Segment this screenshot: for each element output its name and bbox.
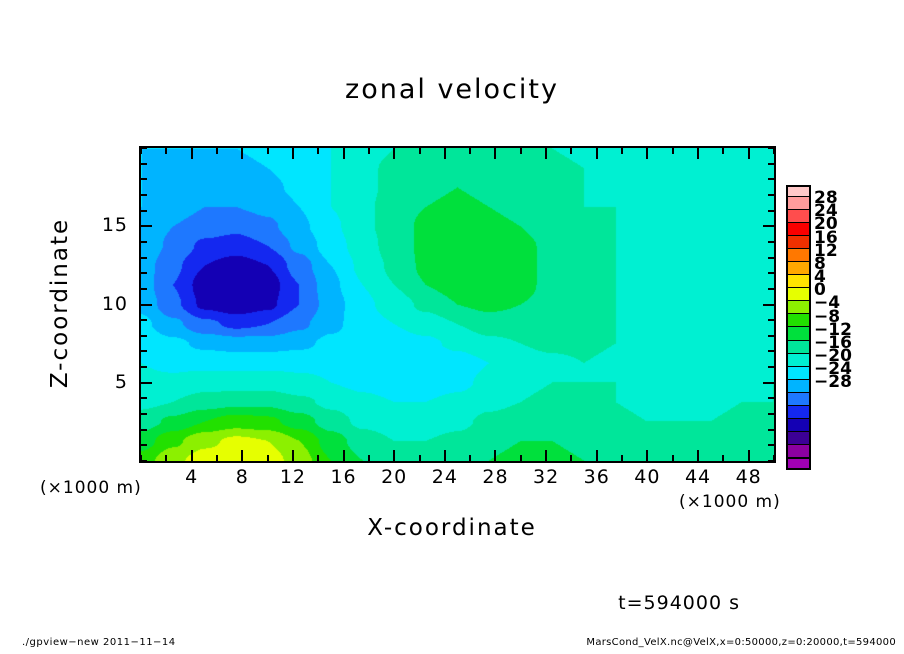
colorbar-band — [788, 210, 809, 224]
colorbar-tick-label: 4 — [814, 267, 826, 288]
colorbar-band — [788, 366, 809, 380]
footer-command-label: ./gpview−new 2011−11−14 — [22, 637, 176, 648]
colorbar — [786, 185, 811, 470]
colorbar-band — [788, 314, 809, 328]
y-axis-units-label: (×1000 m) — [40, 478, 142, 498]
x-tick-label: 16 — [330, 466, 357, 488]
x-tick-label: 24 — [431, 466, 458, 488]
colorbar-band — [788, 236, 809, 250]
x-tick-label: 28 — [482, 466, 509, 488]
colorbar-band — [788, 327, 809, 341]
x-tick-label: 36 — [583, 466, 610, 488]
colorbar-tick-label: −28 — [814, 372, 852, 393]
velocity-field-canvas — [141, 148, 774, 461]
colorbar-tick-label: 8 — [814, 253, 826, 274]
y-tick-label: 15 — [101, 214, 128, 237]
colorbar-band — [788, 197, 809, 211]
colorbar-top-cap — [788, 187, 809, 197]
x-tick-label: 32 — [533, 466, 560, 488]
x-tick-label: 40 — [634, 466, 661, 488]
colorbar-tick-label: −8 — [814, 306, 841, 327]
colorbar-tick-label: 16 — [814, 227, 838, 248]
x-tick-label: 8 — [235, 466, 249, 488]
colorbar-tick-label: −24 — [814, 359, 852, 380]
colorbar-band — [788, 340, 809, 354]
y-tick-label: 5 — [114, 370, 128, 393]
colorbar-tick-label: −4 — [814, 293, 841, 314]
colorbar-band — [788, 444, 809, 458]
colorbar-band — [788, 223, 809, 237]
colorbar-tick-label: 0 — [814, 280, 826, 301]
footer-source-label: MarsCond_VelX.nc@VelX,x=0:50000,z=0:2000… — [586, 637, 896, 648]
x-tick-label: 12 — [279, 466, 306, 488]
colorbar-band — [788, 405, 809, 419]
colorbar-band — [788, 275, 809, 289]
colorbar-tick-label: −20 — [814, 345, 852, 366]
x-tick-label: 48 — [735, 466, 762, 488]
contour-plot-area — [139, 146, 776, 463]
colorbar-band — [788, 379, 809, 393]
colorbar-tick-label: −16 — [814, 332, 852, 353]
colorbar-tick-label: 28 — [814, 188, 838, 209]
colorbar-band — [788, 301, 809, 315]
colorbar-band — [788, 431, 809, 445]
colorbar-band — [788, 353, 809, 367]
colorbar-tick-label: 20 — [814, 214, 838, 235]
x-axis-title: X-coordinate — [367, 515, 537, 541]
colorbar-band — [788, 262, 809, 276]
colorbar-band — [788, 418, 809, 432]
x-tick-label: 4 — [185, 466, 199, 488]
colorbar-tick-label: 24 — [814, 201, 838, 222]
page-title: zonal velocity — [345, 74, 559, 105]
colorbar-tick-label: −12 — [814, 319, 852, 340]
x-tick-label: 20 — [381, 466, 408, 488]
colorbar-band — [788, 392, 809, 406]
y-tick-label: 10 — [101, 292, 128, 315]
colorbar-band — [788, 249, 809, 263]
colorbar-tick-label: 12 — [814, 240, 838, 261]
colorbar-band — [788, 288, 809, 302]
x-tick-label: 44 — [684, 466, 712, 488]
time-annotation: t=594000 s — [618, 592, 740, 614]
x-axis-units-label: (×1000 m) — [679, 492, 781, 512]
colorbar-bottom-cap — [788, 457, 809, 468]
